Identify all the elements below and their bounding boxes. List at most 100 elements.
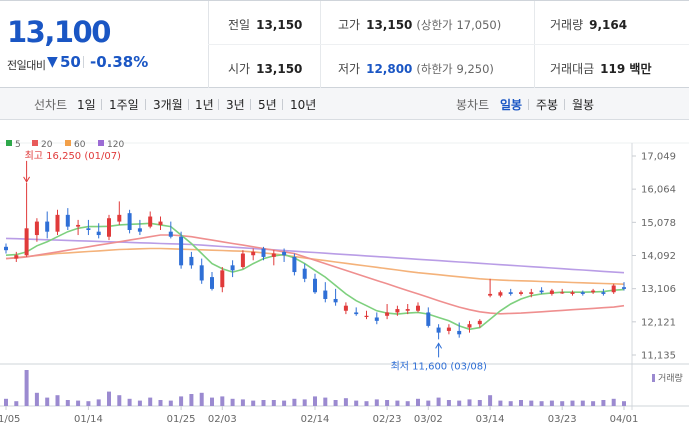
volume-bar xyxy=(251,400,256,406)
stat-value: 9,164 xyxy=(589,18,628,32)
tab-divider xyxy=(218,99,219,110)
volume-bar xyxy=(158,400,163,406)
legend-label: 5 xyxy=(15,140,21,150)
legend-label: 60 xyxy=(74,140,86,150)
x-tick-label: 01/05 xyxy=(0,414,20,425)
tab-line-1w[interactable]: 1주일 xyxy=(109,98,139,112)
volume-bar xyxy=(436,397,441,406)
tab-divider xyxy=(564,99,565,110)
volume-bar xyxy=(271,400,276,406)
volume-bar xyxy=(519,400,523,406)
candle-body xyxy=(426,312,431,326)
candle-body xyxy=(313,278,317,293)
volume-bar xyxy=(137,400,142,406)
low-annotation: 최저 11,600 (03/08) xyxy=(391,360,487,372)
x-tick-label: 03/23 xyxy=(548,414,577,425)
stat-label: 고가 xyxy=(338,18,361,32)
stat-amount: 거래대금 119 백만 xyxy=(550,60,651,77)
candle-body xyxy=(34,221,39,236)
candle-body xyxy=(436,327,441,333)
tab-line-1d[interactable]: 1일 xyxy=(77,98,96,112)
candle-body xyxy=(364,315,369,317)
volume-label: 거래량 xyxy=(658,372,683,384)
tab-divider xyxy=(282,99,283,110)
volume-bar xyxy=(395,400,400,406)
candle-body xyxy=(354,312,359,315)
volume-bar xyxy=(508,401,513,406)
tab-line-3y[interactable]: 3년 xyxy=(226,98,245,112)
lower-limit-label: (하한가 xyxy=(416,62,453,76)
volume-bar xyxy=(199,392,204,406)
volume-bar xyxy=(220,396,225,406)
candle-body xyxy=(374,317,379,321)
volume-bar xyxy=(354,400,359,406)
candle-body xyxy=(529,292,534,294)
x-tick-label: 02/03 xyxy=(208,414,237,425)
candle-body xyxy=(24,228,29,256)
candle-body xyxy=(395,309,400,313)
candle-body xyxy=(240,253,245,268)
candle-body xyxy=(4,246,8,251)
high-annotation: 최고 16,250 (01/07) xyxy=(25,150,121,162)
candle-body xyxy=(611,285,616,293)
y-tick-label: 14,092 xyxy=(641,251,676,262)
volume-bar xyxy=(549,400,554,406)
candle-body xyxy=(591,290,596,293)
volume-bar xyxy=(189,394,194,406)
volume-bar xyxy=(45,397,50,406)
tab-divider xyxy=(250,99,251,110)
volume-bar xyxy=(148,397,153,406)
low-marker-arrow xyxy=(435,342,443,349)
legend-label: 20 xyxy=(41,140,53,150)
candle-body xyxy=(45,221,50,232)
volume-bar xyxy=(580,400,585,406)
volume-bar xyxy=(302,399,307,406)
tab-line-1y[interactable]: 1년 xyxy=(195,98,214,112)
candle-body xyxy=(323,290,328,299)
candle-body xyxy=(199,265,204,281)
volume-bar xyxy=(446,400,451,406)
volume-bar xyxy=(168,400,173,406)
volume-bar xyxy=(24,370,29,406)
stat-high: 고가 13,150 (상한가 17,050) xyxy=(338,16,501,33)
tab-line-3m[interactable]: 3개월 xyxy=(153,98,183,112)
candle-body xyxy=(292,256,297,273)
volume-bar xyxy=(96,399,101,406)
volume-bar xyxy=(240,399,245,406)
candle-body xyxy=(601,292,606,294)
candle-body xyxy=(549,290,554,294)
stats-row-divider xyxy=(208,44,689,45)
volume-bar xyxy=(117,395,122,406)
volume-bar xyxy=(426,400,431,406)
volume-bar xyxy=(14,401,19,406)
volume-bar xyxy=(76,400,81,406)
candle-body xyxy=(570,292,575,294)
tab-line-10y[interactable]: 10년 xyxy=(290,98,317,112)
stat-value: 12,800 xyxy=(366,62,413,76)
price-change-percent: -0.38% xyxy=(90,53,149,71)
volume-bar xyxy=(611,398,616,406)
y-tick-label: 11,135 xyxy=(641,351,676,362)
candle-body xyxy=(148,216,153,227)
x-tick-label: 01/14 xyxy=(74,414,103,425)
volume-bar xyxy=(210,397,214,406)
tab-line-5y[interactable]: 5년 xyxy=(258,98,277,112)
tab-candle-monthly[interactable]: 월봉 xyxy=(572,98,595,112)
candle-body xyxy=(519,292,523,294)
candle-body xyxy=(560,292,565,294)
tab-candle-weekly[interactable]: 주봉 xyxy=(536,98,559,112)
down-arrow-icon: ▼ xyxy=(47,54,58,70)
stat-volume: 거래량 9,164 xyxy=(550,16,627,33)
ma-line-ma20 xyxy=(5,234,625,315)
candle-body xyxy=(498,292,503,296)
candle-body xyxy=(416,305,420,311)
tab-divider xyxy=(188,99,189,110)
candle-body xyxy=(117,214,122,222)
volume-bar xyxy=(333,400,338,406)
tab-candle-daily[interactable]: 일봉 xyxy=(500,98,523,112)
candle-body xyxy=(168,231,173,237)
x-tick-label: 02/14 xyxy=(301,414,330,425)
volume-bar xyxy=(488,395,493,406)
candle-body xyxy=(539,290,544,293)
volume-bar xyxy=(179,396,184,406)
